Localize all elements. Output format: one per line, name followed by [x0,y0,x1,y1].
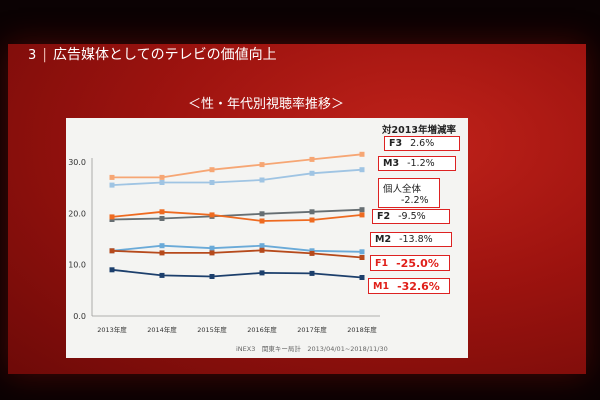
legend-name-m2: M2 [375,234,392,245]
x-tick-label: 2016年度 [247,325,277,334]
data-point-F3 [259,162,265,168]
x-tick-label: 2013年度 [97,325,127,334]
data-point-F2 [359,212,365,218]
legend-name-f1: F1 [375,257,389,269]
series-line-F3 [112,153,363,179]
data-point-M3 [309,170,315,176]
legend-item-m3: M3 -1.2% [378,156,456,171]
series-line-M1 [111,268,363,279]
data-point-個人全体 [259,211,265,217]
data-point-M3 [359,167,365,173]
legend-item-f3: F3 2.6% [384,136,460,151]
y-tick-label: 10.0 [68,261,86,270]
data-point-F3 [209,167,215,173]
slide-title-text: 広告媒体としてのテレビの価値向上 [53,47,277,63]
data-source-note: iNEX3 関東キー局計 2013/04/01~2018/11/30 [236,345,388,353]
data-point-M2 [309,248,315,254]
data-point-M1 [259,270,265,276]
data-point-F1 [209,250,215,256]
x-tick-label: 2014年度 [147,325,177,334]
data-point-F1 [259,247,265,253]
x-tick-label: 2015年度 [197,325,227,334]
y-tick-label: 20.0 [68,209,86,218]
data-point-F3 [359,151,365,157]
data-point-M2 [209,245,215,251]
title-separator: | [42,47,47,63]
legend-item-f1: F1 -25.0% [370,255,450,271]
series-line-M3 [111,168,363,186]
legend-change-total: -2.2% [401,194,429,206]
series-line-F2 [111,210,363,222]
data-point-M1 [159,272,165,278]
legend-item-m1: M1 -32.6% [368,278,450,294]
data-point-M3 [259,177,265,183]
data-point-F2 [309,217,315,223]
data-point-M1 [309,270,315,276]
data-point-F1 [159,250,165,256]
data-point-M2 [259,243,265,249]
data-point-個人全体 [359,207,365,213]
legend-item-m2: M2 -13.8% [370,232,452,247]
data-point-F1 [109,248,115,254]
legend-change-m3: -1.2% [407,158,435,169]
data-point-F1 [309,250,315,256]
data-point-F1 [359,255,365,260]
legend-name-total: 個人全体 [383,183,422,195]
data-point-M2 [159,243,165,249]
chart-subtitle: ＜性・年代別視聴率推移＞ [188,97,345,112]
legend-change-f3: 2.6% [410,138,435,149]
legend-name-m1: M1 [373,280,390,292]
data-point-個人全体 [309,209,315,215]
data-point-F3 [159,174,165,180]
data-point-個人全体 [159,216,165,221]
data-point-M1 [109,267,115,273]
series-line-個人全体 [111,208,363,221]
data-point-F2 [159,209,165,215]
data-point-M3 [159,180,165,185]
data-point-M1 [209,274,215,279]
series-line-M2 [111,244,363,253]
legend-change-m2: -13.8% [399,234,433,245]
legend-name-m3: M3 [383,158,400,169]
slide-title: 3 | 広告媒体としてのテレビの価値向上 [28,44,277,64]
data-point-個人全体 [109,217,115,222]
legend-change-f2: -9.5% [398,211,426,222]
legend-item-f2: F2 -9.5% [372,209,450,224]
slide-number: 3 [28,48,37,63]
data-point-F2 [209,212,215,218]
data-point-F3 [309,156,315,162]
data-point-M3 [109,182,115,188]
data-point-F2 [259,218,265,224]
legend-name-f3: F3 [389,138,403,149]
legend-item-total: 個人全体 -2.2% [378,178,440,208]
data-point-M1 [359,275,365,280]
y-tick-label: 30.0 [68,158,86,167]
legend-name-f2: F2 [377,211,391,222]
data-point-F2 [109,214,115,220]
legend-header: 対2013年増減率 [382,125,456,136]
x-tick-label: 2017年度 [297,325,327,334]
data-point-F3 [109,174,115,180]
data-point-M3 [209,180,215,185]
legend-change-m1: -32.6% [397,279,440,293]
x-tick-label: 2018年度 [347,325,377,334]
series-line-F1 [111,249,363,259]
legend-change-f1: -25.0% [396,256,439,270]
data-point-M2 [359,249,365,255]
y-tick-label: 0.0 [73,312,86,321]
